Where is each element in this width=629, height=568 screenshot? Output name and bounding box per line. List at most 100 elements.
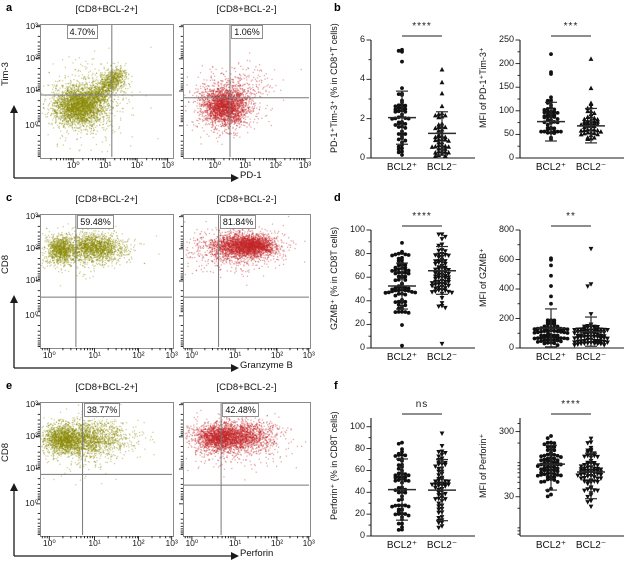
dot-ytick-label: 20	[354, 508, 365, 519]
flow-plot-title: [CD8+BCL-2+]	[75, 382, 138, 393]
group-label: BCL2⁻	[426, 352, 458, 363]
dot-ytick-label: 250	[498, 34, 514, 44]
x-tick-label: 10¹	[88, 538, 101, 548]
flow-x-axis-name: PD-1	[240, 170, 262, 181]
y-tick-label: 10⁰	[25, 497, 38, 508]
x-tick-label: 10⁰	[185, 538, 199, 548]
x-tick-label: 10⁰	[42, 350, 56, 360]
flow-plot-title: [CD8+BCL-2-]	[216, 4, 277, 15]
gate-percentage: 38.77%	[83, 403, 121, 417]
group-label: BCL2⁻	[426, 162, 458, 173]
dot-ytick-label: 600	[498, 253, 514, 264]
dot-ytick-label: 400	[498, 283, 514, 293]
panel-letter: d	[334, 192, 341, 204]
flow-plot-title: [CD8+BCL-2-]	[216, 194, 277, 205]
flow-x-axis-name: Granzyme B	[240, 360, 293, 371]
x-tick-label: 10¹	[228, 538, 242, 548]
x-tick-label: 10⁰	[66, 160, 80, 170]
dot-ytick-label: 0	[508, 342, 514, 352]
dot-ytick-label: 30	[503, 490, 514, 501]
group-label: BCL2⁻	[575, 162, 607, 173]
dot-ytick-label: 20	[354, 318, 365, 329]
panel-letter: a	[6, 2, 13, 14]
flow-plot-title: [CD8+BCL-2+]	[75, 4, 138, 15]
group-label: BCL2⁻	[575, 540, 607, 551]
x-tick-label: 10³	[298, 160, 312, 170]
dot-ytick-label: 0	[359, 152, 365, 162]
flow-plot-title: [CD8+BCL-2-]	[216, 382, 277, 393]
dot-ytick-label: 150	[498, 81, 514, 92]
y-tick-label: 10²	[25, 430, 38, 441]
y-tick-label: 10¹	[25, 275, 38, 285]
gate-percentage: 42.48%	[222, 403, 259, 417]
dot-ytick-label: 50	[503, 128, 514, 139]
group-label: BCL2⁺	[535, 540, 567, 551]
significance-label: ****	[561, 399, 581, 410]
x-tick-label: 10³	[165, 350, 178, 360]
flow-plot-title: [CD8+BCL-2+]	[75, 194, 138, 205]
dot-ytick-label: 2	[359, 112, 365, 123]
dot-ytick-label: 200	[498, 312, 514, 323]
x-tick-label: 10³	[161, 160, 174, 170]
x-tick-label: 10¹	[228, 350, 242, 360]
flow-y-axis-name: CD8	[0, 442, 11, 462]
x-tick-label: 10⁰	[42, 538, 56, 548]
x-tick-label: 10²	[132, 350, 145, 360]
group-label: BCL2⁺	[535, 162, 567, 173]
significance-label: ***	[563, 21, 579, 32]
gate-percentage: 81.84%	[219, 215, 257, 229]
flow-y-axis-name: Tim-3	[0, 62, 11, 86]
group-label: BCL2⁻	[426, 540, 458, 551]
x-tick-label: 10²	[269, 160, 282, 170]
dot-ytick-label: 60	[354, 464, 365, 475]
dot-ytick-label: 0	[508, 152, 514, 162]
group-label: BCL2⁺	[386, 352, 418, 363]
y-tick-label: 10⁰	[25, 309, 38, 320]
dot-ytick-label: 40	[354, 294, 365, 305]
panel-letter: c	[6, 192, 13, 204]
significance-label: ns	[415, 399, 429, 410]
y-tick-label: 10³	[25, 398, 38, 409]
x-tick-label: 10³	[302, 538, 315, 548]
x-tick-label: 10²	[132, 538, 145, 548]
y-tick-label: 10¹	[25, 463, 38, 473]
dot-ylabel: MFI of Perforin⁺	[478, 433, 488, 499]
dot-ytick-label: 100	[349, 420, 365, 431]
y-tick-label: 10⁰	[25, 119, 38, 130]
group-label: BCL2⁺	[535, 352, 567, 363]
significance-label: **	[566, 211, 576, 222]
dot-ytick-label: 100	[498, 104, 514, 115]
dot-ytick-label: 800	[498, 224, 514, 234]
x-tick-label: 10⁰	[185, 350, 199, 360]
dot-ytick-label: 6	[359, 34, 365, 44]
dot-ytick-label: 100	[349, 224, 365, 234]
x-tick-label: 10²	[270, 538, 284, 548]
panel-letter: b	[334, 2, 341, 14]
significance-label: ****	[412, 211, 432, 222]
x-tick-label: 10²	[130, 160, 144, 170]
y-tick-label: 10³	[25, 20, 38, 31]
dot-ytick-label: 4	[359, 73, 365, 84]
panel-letter: e	[6, 380, 13, 392]
dot-ytick-label: 300	[498, 425, 514, 436]
gate-percentage: 59.48%	[77, 215, 114, 229]
panel-letter: f	[334, 380, 338, 392]
x-tick-label: 10³	[302, 350, 315, 360]
group-label: BCL2⁺	[386, 162, 418, 173]
dot-ytick-label: 80	[354, 247, 365, 258]
x-tick-label: 10¹	[99, 160, 112, 170]
dot-ytick-label: 0	[359, 342, 365, 352]
flow-x-axis-name: Perforin	[240, 548, 274, 559]
y-tick-label: 10²	[25, 242, 38, 253]
dot-ytick-label: 60	[354, 271, 365, 282]
flow-y-axis-name: CD8	[0, 254, 11, 274]
x-tick-label: 10³	[165, 538, 178, 548]
x-tick-label: 10¹	[88, 350, 101, 360]
group-label: BCL2⁻	[575, 352, 607, 363]
significance-label: ****	[412, 21, 432, 32]
dot-ytick-label: 40	[354, 486, 365, 497]
dot-ytick-label: 200	[498, 57, 514, 68]
